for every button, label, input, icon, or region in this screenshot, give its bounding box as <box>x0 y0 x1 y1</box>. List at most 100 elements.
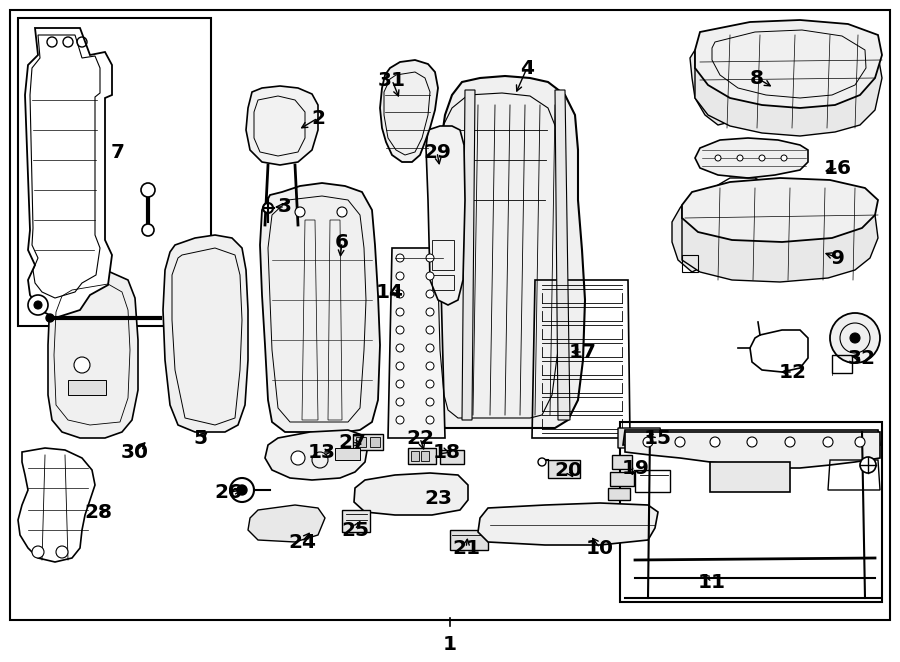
Polygon shape <box>430 76 585 428</box>
Circle shape <box>337 207 347 217</box>
Circle shape <box>28 295 48 315</box>
Bar <box>620 422 882 602</box>
Text: 4: 4 <box>520 58 534 77</box>
Text: 28: 28 <box>84 502 112 522</box>
Polygon shape <box>690 50 730 125</box>
Polygon shape <box>682 178 878 242</box>
Circle shape <box>295 207 305 217</box>
Text: 9: 9 <box>831 248 845 267</box>
Text: 1: 1 <box>443 636 457 655</box>
Circle shape <box>34 301 42 309</box>
Bar <box>432 275 454 290</box>
Polygon shape <box>478 503 658 545</box>
Polygon shape <box>260 183 380 432</box>
Circle shape <box>426 326 434 334</box>
Text: 10: 10 <box>586 538 614 557</box>
Bar <box>610 472 634 486</box>
Circle shape <box>710 437 720 447</box>
Circle shape <box>737 155 743 161</box>
Text: 11: 11 <box>698 573 726 592</box>
Polygon shape <box>25 28 112 318</box>
Circle shape <box>747 437 757 447</box>
Circle shape <box>396 362 404 370</box>
Text: 14: 14 <box>376 283 404 301</box>
Circle shape <box>855 437 865 447</box>
Circle shape <box>32 546 44 558</box>
Polygon shape <box>380 60 438 162</box>
Circle shape <box>396 326 404 334</box>
Bar <box>832 355 852 373</box>
Bar <box>440 450 464 464</box>
Bar <box>411 451 419 461</box>
Polygon shape <box>625 432 880 468</box>
Text: 26: 26 <box>214 483 242 502</box>
Circle shape <box>396 416 404 424</box>
Text: 18: 18 <box>433 442 461 461</box>
Text: 13: 13 <box>308 442 336 461</box>
Bar <box>548 460 580 478</box>
Bar <box>635 470 670 492</box>
Circle shape <box>715 155 721 161</box>
Text: 27: 27 <box>338 432 366 451</box>
Bar <box>335 448 360 460</box>
Bar <box>710 462 790 492</box>
Polygon shape <box>695 20 882 108</box>
Text: 30: 30 <box>121 442 149 461</box>
Circle shape <box>759 155 765 161</box>
Text: 31: 31 <box>378 70 406 89</box>
Bar <box>18 18 211 326</box>
Text: 12: 12 <box>779 363 807 381</box>
Circle shape <box>291 451 305 465</box>
Circle shape <box>860 457 876 473</box>
Text: 16: 16 <box>824 158 852 177</box>
Text: 8: 8 <box>750 68 764 87</box>
Polygon shape <box>426 126 465 305</box>
Circle shape <box>426 308 434 316</box>
Polygon shape <box>618 428 665 448</box>
Text: 7: 7 <box>111 142 125 162</box>
Text: 32: 32 <box>848 348 876 367</box>
Circle shape <box>142 224 154 236</box>
Polygon shape <box>462 90 475 420</box>
Circle shape <box>56 546 68 558</box>
Bar <box>356 437 366 447</box>
Circle shape <box>141 183 155 197</box>
Text: 24: 24 <box>288 532 316 551</box>
Circle shape <box>263 203 273 213</box>
Circle shape <box>396 398 404 406</box>
Bar <box>68 380 106 395</box>
Text: 3: 3 <box>278 197 292 216</box>
Text: 21: 21 <box>452 538 480 557</box>
Polygon shape <box>48 272 138 438</box>
Circle shape <box>426 416 434 424</box>
Text: 17: 17 <box>569 342 597 361</box>
Bar <box>421 451 429 461</box>
Circle shape <box>396 290 404 298</box>
Bar <box>408 448 436 464</box>
Circle shape <box>230 478 254 502</box>
Text: 25: 25 <box>341 520 369 540</box>
Circle shape <box>426 362 434 370</box>
Circle shape <box>426 272 434 280</box>
Text: 5: 5 <box>193 428 207 448</box>
Circle shape <box>675 437 685 447</box>
Polygon shape <box>682 215 878 282</box>
Circle shape <box>396 272 404 280</box>
Bar <box>612 455 632 469</box>
Text: 15: 15 <box>644 428 672 448</box>
Text: 22: 22 <box>406 428 434 448</box>
Bar <box>353 434 383 450</box>
Circle shape <box>426 398 434 406</box>
Polygon shape <box>354 473 468 515</box>
Bar <box>342 510 370 532</box>
Bar <box>608 488 630 500</box>
Circle shape <box>74 357 90 373</box>
Circle shape <box>643 437 653 447</box>
Circle shape <box>396 254 404 262</box>
Circle shape <box>396 344 404 352</box>
Polygon shape <box>623 430 880 445</box>
Circle shape <box>396 380 404 388</box>
Polygon shape <box>555 90 570 420</box>
Circle shape <box>538 458 546 466</box>
Bar <box>370 437 380 447</box>
